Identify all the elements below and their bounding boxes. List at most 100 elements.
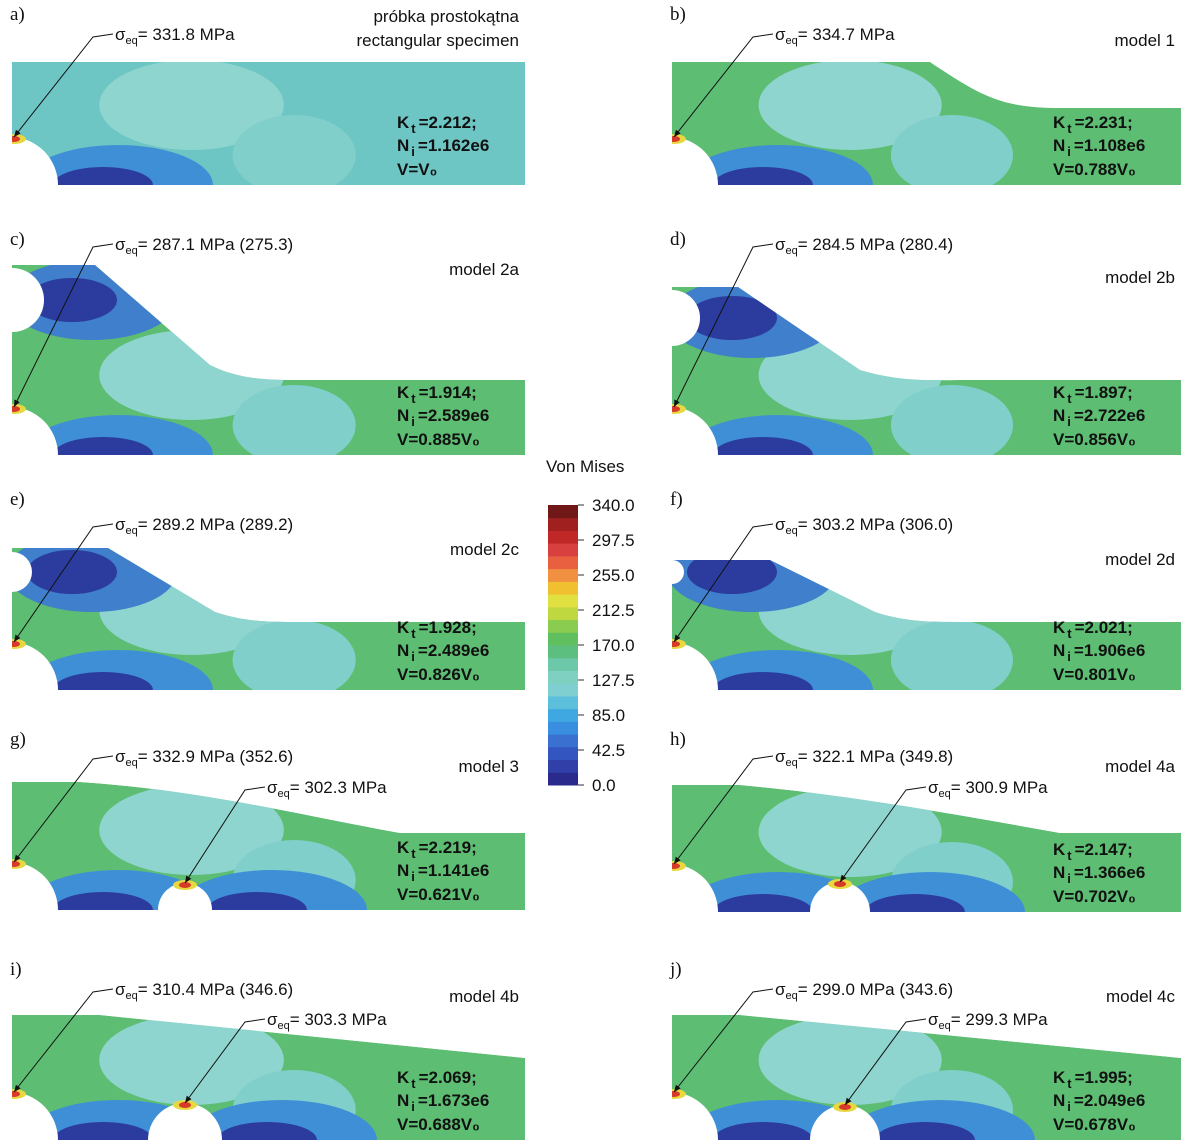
volume-ratio: V=0.702V₀: [1053, 887, 1136, 906]
min-stress: [713, 672, 813, 708]
colorbar-tick-label: 85.0: [592, 706, 625, 725]
stress-value: = 287.1 MPa (275.3): [138, 235, 293, 254]
colorbar-band: [548, 670, 578, 683]
volume-ratio: V=0.621V₀: [397, 885, 480, 904]
panel-letter: a): [10, 4, 25, 25]
stress-annotation: σeq= 322.1 MPa (349.8): [775, 747, 953, 769]
sigma-subscript: eq: [126, 525, 138, 537]
volume-ratio: V=0.788V₀: [1053, 160, 1136, 179]
n-symbol: N: [1053, 1091, 1065, 1110]
colorbar-band: [548, 645, 578, 658]
stress-annotation: σeq= 299.0 MPa (343.6): [775, 980, 953, 1002]
volume-ratio: V=0.856V₀: [1053, 430, 1136, 449]
light-region: [891, 620, 1013, 700]
colorbar-band: [548, 658, 578, 671]
stress-value: = 299.0 MPa (343.6): [798, 980, 953, 999]
sigma-symbol: σ: [928, 1010, 939, 1029]
stress-value: = 334.7 MPa: [798, 25, 895, 44]
n-symbol: N: [1053, 863, 1065, 882]
colorbar-band: [548, 696, 578, 709]
colorbar-band: [548, 543, 578, 556]
colorbar-band: [548, 760, 578, 773]
colorbar-tick-label: 255.0: [592, 566, 635, 585]
light-region: [891, 115, 1013, 195]
sigma-symbol: σ: [775, 747, 786, 766]
sigma-subscript: eq: [278, 1020, 290, 1032]
model-label: model 2a: [449, 260, 519, 279]
panel-letter: d): [670, 229, 686, 250]
sigma-subscript: eq: [126, 990, 138, 1002]
kt-value: =1.995;: [1075, 1068, 1133, 1087]
n-symbol: N: [1053, 406, 1065, 425]
n-subscript: i: [1067, 414, 1071, 429]
sigma-subscript: eq: [939, 788, 951, 800]
sigma-subscript: eq: [126, 757, 138, 769]
ni-value: =2.049e6: [1074, 1091, 1145, 1110]
stress-value: = 289.2 MPa (289.2): [138, 515, 293, 534]
sigma-symbol: σ: [115, 235, 126, 254]
figure: a)próbka prostokątnarectangular specimen…: [0, 0, 1188, 1140]
colorbar-band: [548, 620, 578, 633]
min-stress: [687, 550, 777, 594]
k-subscript: t: [1067, 848, 1072, 863]
k-symbol: K: [397, 838, 410, 857]
sigma-symbol: σ: [267, 1010, 278, 1029]
n-symbol: N: [397, 861, 409, 880]
colorbar-band: [548, 632, 578, 645]
colorbar-band: [548, 581, 578, 594]
n-subscript: i: [1067, 871, 1071, 886]
colorbar-band: [548, 683, 578, 696]
min-stress: [713, 437, 813, 473]
sigma-symbol: σ: [775, 25, 786, 44]
k-symbol: K: [1053, 113, 1066, 132]
kt-value: =2.069;: [419, 1068, 477, 1087]
model-label: model 4b: [449, 987, 519, 1006]
stress-value: = 300.9 MPa: [951, 778, 1048, 797]
volume-ratio: V=0.826V₀: [397, 665, 480, 684]
panel-letter: i): [10, 959, 22, 980]
hole: [810, 882, 870, 942]
contour-plot: [0, 260, 525, 503]
n-subscript: i: [411, 1099, 415, 1114]
stress-value: = 332.9 MPa (352.6): [138, 747, 293, 766]
light-region: [891, 385, 1013, 465]
panel-letter: e): [10, 489, 25, 510]
kt-value: =2.147;: [1075, 840, 1133, 859]
n-subscript: i: [1067, 649, 1071, 664]
light-region: [233, 385, 356, 465]
colorbar-tick-label: 127.5: [592, 671, 635, 690]
colorbar-band: [548, 709, 578, 722]
n-symbol: N: [1053, 641, 1065, 660]
colorbar-band: [548, 734, 578, 747]
light-region: [233, 115, 356, 195]
ni-value: =1.141e6: [418, 861, 489, 880]
panel-letter: j): [669, 959, 682, 980]
kt-value: =1.928;: [419, 618, 477, 637]
ni-value: =2.489e6: [418, 641, 489, 660]
model-label: model 2c: [450, 540, 519, 559]
sigma-symbol: σ: [115, 747, 126, 766]
model-label: model 4c: [1106, 987, 1175, 1006]
n-subscript: i: [411, 649, 415, 664]
k-symbol: K: [1053, 383, 1066, 402]
sigma-symbol: σ: [775, 235, 786, 254]
n-subscript: i: [411, 869, 415, 884]
k-subscript: t: [411, 1076, 416, 1091]
stress-annotation: σeq= 310.4 MPa (346.6): [115, 980, 293, 1002]
volume-ratio: V=0.688V₀: [397, 1115, 480, 1134]
min-stress: [53, 892, 153, 928]
colorbar-band: [548, 721, 578, 734]
colorbar-band: [548, 518, 578, 531]
n-symbol: N: [397, 1091, 409, 1110]
hole: [644, 290, 700, 346]
panel-letter: g): [10, 729, 26, 750]
stress-annotation: σeq= 332.9 MPa (352.6): [115, 747, 293, 769]
kt-value: =2.021;: [1075, 618, 1133, 637]
n-symbol: N: [1053, 136, 1065, 155]
ni-value: =1.366e6: [1074, 863, 1145, 882]
n-symbol: N: [397, 641, 409, 660]
kt-value: =1.897;: [1075, 383, 1133, 402]
stress-value: = 303.2 MPa (306.0): [798, 515, 953, 534]
stress-value: = 322.1 MPa (349.8): [798, 747, 953, 766]
ni-value: =1.673e6: [418, 1091, 489, 1110]
